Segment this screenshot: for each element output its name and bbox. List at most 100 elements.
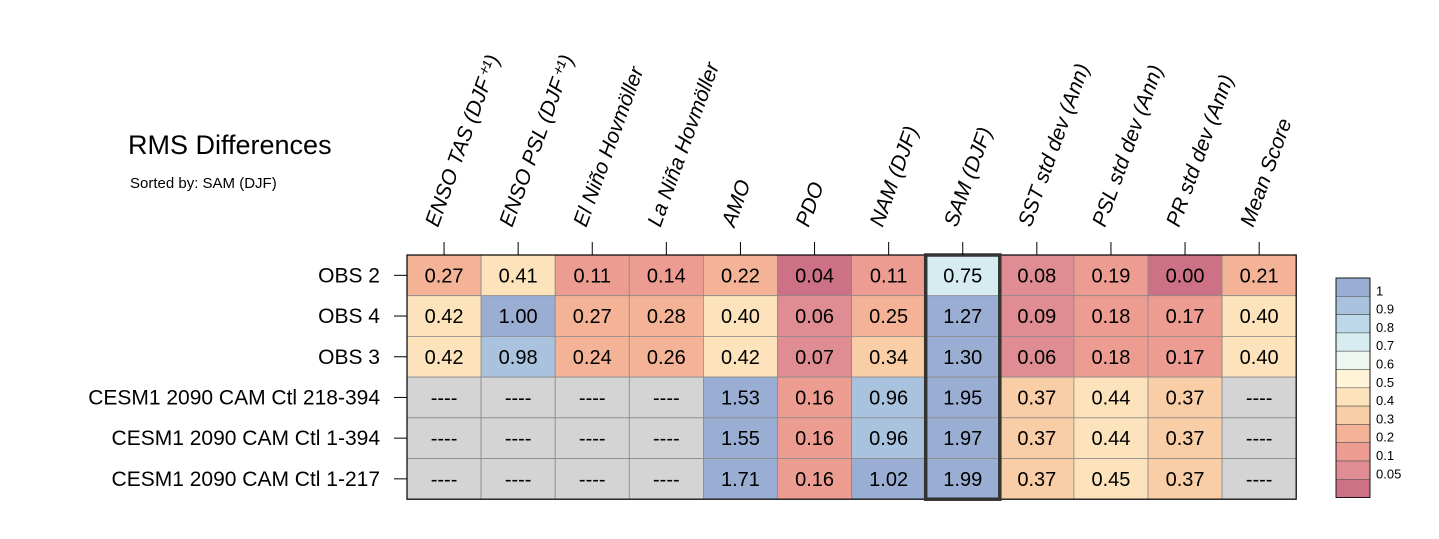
cell-value-label: 0.08 xyxy=(1017,265,1056,287)
colorbar-tick-label: 0.8 xyxy=(1376,320,1394,335)
column-label: ENSO PSL (DJF⁺¹) xyxy=(495,52,579,230)
colorbar-tick-label: 0.4 xyxy=(1376,393,1394,408)
heatmap-cell xyxy=(925,295,1001,337)
heatmap-cell xyxy=(480,417,556,459)
cell-value-label: 1.53 xyxy=(721,387,760,409)
cell-value-label: ---- xyxy=(579,428,606,450)
cell-value-label: 0.98 xyxy=(499,347,538,369)
column-label: El Niño Hovmöller xyxy=(569,63,648,230)
row-label: CESM1 2090 CAM Ctl 1-217 xyxy=(112,468,380,491)
heatmap-cell xyxy=(554,376,630,419)
heatmap-cell xyxy=(1073,295,1149,337)
cell-value-label: 0.37 xyxy=(1017,387,1056,409)
heatmap-cell xyxy=(1147,376,1223,419)
colorbar-swatch xyxy=(1335,478,1371,498)
heatmap-cell xyxy=(1221,458,1297,500)
cell-value-label: ---- xyxy=(579,469,606,491)
cell-value-label: 0.37 xyxy=(1017,469,1056,491)
cell-value-label: 1.27 xyxy=(943,306,982,328)
heatmap-cell xyxy=(777,417,852,459)
heatmap-cell xyxy=(628,295,704,337)
cell-value-label: 0.16 xyxy=(795,428,834,450)
heatmap-cell xyxy=(1073,254,1149,297)
heatmap-cell xyxy=(406,417,482,459)
colorbar-tick-label: 1 xyxy=(1376,283,1383,298)
colorbar-swatch xyxy=(1335,277,1371,297)
cell-value-label: 0.45 xyxy=(1091,469,1130,491)
column-label: SST std dev (Ann) xyxy=(1014,61,1094,230)
column-label: Mean Score xyxy=(1236,115,1296,229)
cell-value-label: 0.18 xyxy=(1091,306,1130,328)
colorbar-tick-label: 0.3 xyxy=(1376,411,1394,426)
heatmap-cell xyxy=(628,254,704,297)
heatmap-cell xyxy=(777,458,852,500)
colorbar-swatch xyxy=(1335,405,1371,425)
cell-value-label: 0.42 xyxy=(721,347,760,369)
cell-value-label: 0.26 xyxy=(647,347,686,369)
column-label: SAM (DJF) xyxy=(940,124,997,229)
heatmap-cell xyxy=(777,376,852,419)
cell-value-label: 1.99 xyxy=(943,469,982,491)
heatmap-cell xyxy=(628,458,704,500)
cell-value-label: 0.44 xyxy=(1091,428,1130,450)
chart-subtitle: Sorted by: SAM (DJF) xyxy=(130,175,277,192)
cell-value-label: ---- xyxy=(505,469,532,491)
cell-value-label: ---- xyxy=(505,387,532,409)
colorbar-tick-label: 0.7 xyxy=(1376,338,1394,353)
heatmap-cell xyxy=(999,458,1075,500)
cell-value-label: ---- xyxy=(505,428,532,450)
cell-value-label: 0.18 xyxy=(1091,347,1130,369)
row-labels: OBS 2 OBS 4 OBS 3 CESM1 2090 CAM Ctl 218-39… xyxy=(88,264,407,491)
colorbar-swatch xyxy=(1335,442,1371,462)
column-label: AMO xyxy=(717,177,756,232)
cell-value-label: 0.37 xyxy=(1017,428,1056,450)
cell-value-label: 0.42 xyxy=(425,306,464,328)
heatmap-cell xyxy=(777,295,852,337)
colorbar-tick-label: 0.6 xyxy=(1376,357,1394,372)
cell-value-label: 0.16 xyxy=(795,469,834,491)
heatmap-cell xyxy=(1221,254,1297,297)
colorbar-swatch xyxy=(1335,350,1371,370)
cell-value-label: 0.75 xyxy=(943,265,982,287)
cell-value-label: 0.16 xyxy=(795,387,834,409)
cell-value-label: 0.28 xyxy=(647,306,686,328)
cell-value-label: 1.95 xyxy=(943,387,982,409)
cell-value-label: 1.71 xyxy=(721,469,760,491)
heatmap-cell xyxy=(554,417,630,459)
heatmap-cell xyxy=(628,335,704,378)
cell-value-label: 0.17 xyxy=(1166,306,1205,328)
heatmap-cell xyxy=(1073,458,1149,500)
cell-value-label: 1.30 xyxy=(943,347,982,369)
colorbar-swatch xyxy=(1335,424,1371,443)
cell-value-label: ---- xyxy=(431,469,458,491)
row-label: OBS 2 xyxy=(318,264,380,287)
heatmap-cell xyxy=(703,417,778,459)
heatmap-cell xyxy=(851,376,927,419)
cell-value-label: 0.40 xyxy=(1240,306,1279,328)
cell-value-label: 0.11 xyxy=(870,265,907,287)
column-label: PR std dev (Ann) xyxy=(1162,72,1238,230)
cell-value-label: ---- xyxy=(579,387,606,409)
cell-value-label: 1.02 xyxy=(869,469,908,491)
heatmap-cell xyxy=(777,254,852,297)
cell-value-label: 0.07 xyxy=(795,347,834,369)
column-label: PDO xyxy=(792,179,829,230)
cell-value-label: ---- xyxy=(431,428,458,450)
cell-value-label: 0.37 xyxy=(1166,387,1205,409)
column-label: La Niña Hovmöller xyxy=(643,59,724,230)
heatmap-cell xyxy=(851,458,927,500)
heatmap-cell xyxy=(554,335,630,378)
colorbar-tick-label: 0.05 xyxy=(1376,466,1401,481)
cell-value-label: 0.11 xyxy=(574,265,611,287)
cell-value-label: 0.41 xyxy=(499,265,538,287)
cell-value-label: 1.00 xyxy=(499,306,538,328)
colorbar-swatch xyxy=(1335,460,1371,480)
colorbar-swatch xyxy=(1335,295,1371,315)
heatmap-cell xyxy=(999,295,1075,337)
cell-value-label: ---- xyxy=(1246,469,1273,491)
cell-value-label: 0.04 xyxy=(795,265,834,287)
cell-value-label: ---- xyxy=(1246,387,1273,409)
heatmap-cell xyxy=(1073,376,1149,419)
colorbar-swatch xyxy=(1335,314,1371,334)
